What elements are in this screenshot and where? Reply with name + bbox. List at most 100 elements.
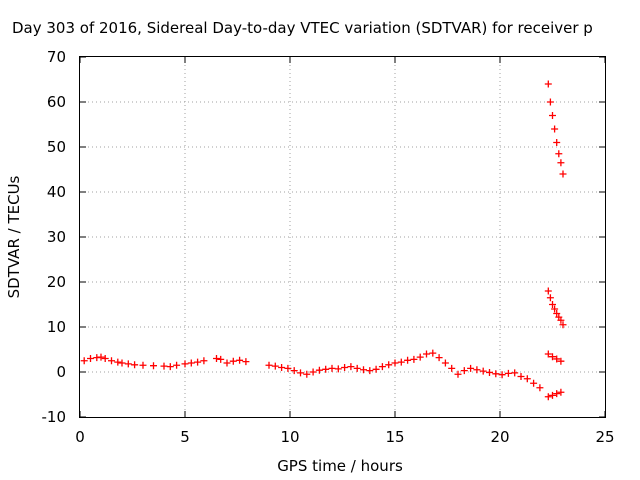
data-point (557, 357, 565, 365)
data-point (404, 356, 412, 364)
data-point (181, 360, 189, 368)
y-tick-label: 30 (47, 228, 66, 246)
data-points (80, 80, 567, 401)
data-point (544, 80, 552, 88)
data-point (290, 367, 298, 375)
data-point (341, 364, 349, 371)
data-point (546, 98, 554, 106)
y-tick-label: -10 (42, 408, 67, 426)
data-point (200, 357, 208, 365)
data-point (551, 125, 559, 133)
data-point (553, 310, 561, 317)
y-tick-label: 10 (47, 318, 66, 336)
data-point (454, 370, 462, 378)
data-point (150, 362, 157, 370)
y-tick-label: 0 (56, 363, 66, 381)
data-point (557, 316, 565, 324)
data-point (448, 364, 456, 372)
data-point (315, 366, 323, 374)
data-point (551, 305, 559, 313)
data-point (236, 356, 244, 364)
data-point (271, 362, 279, 370)
data-point (160, 362, 168, 370)
data-point (385, 361, 393, 369)
data-point (97, 353, 105, 361)
x-tick-label: 0 (75, 428, 85, 446)
data-point (416, 353, 424, 361)
y-tick-label: 50 (47, 138, 66, 156)
data-point (559, 170, 567, 178)
data-point (498, 371, 506, 379)
chart-title: Day 303 of 2016, Sidereal Day-to-day VTE… (12, 19, 593, 37)
grid (80, 57, 605, 417)
data-point (114, 358, 122, 366)
data-point (544, 287, 552, 295)
data-point (309, 368, 317, 376)
data-point (378, 363, 386, 371)
x-tick-label: 15 (385, 428, 404, 446)
data-point (530, 379, 538, 387)
data-point (118, 359, 126, 367)
data-point (511, 369, 519, 377)
data-point (166, 363, 174, 371)
data-point (517, 373, 525, 380)
data-point (303, 370, 311, 378)
data-point (557, 159, 565, 167)
data-point (397, 358, 405, 366)
data-point (492, 370, 500, 378)
data-point (504, 369, 512, 377)
data-point (557, 388, 565, 396)
data-point (544, 350, 552, 358)
x-tick-label: 25 (595, 428, 614, 446)
data-point (549, 353, 556, 361)
data-point (334, 365, 342, 373)
y-tick-label: 40 (47, 183, 66, 201)
data-point (523, 375, 531, 383)
data-point (372, 365, 380, 373)
data-point (229, 357, 237, 365)
data-point (360, 366, 367, 374)
data-point (549, 391, 556, 399)
data-point (322, 365, 330, 373)
data-point (366, 367, 374, 375)
y-tick-labels: -10 0 10 20 30 40 50 60 70 (42, 48, 67, 426)
data-point (441, 359, 449, 367)
data-point (536, 384, 544, 392)
data-point (297, 369, 304, 377)
x-tick-labels: 0 5 10 15 20 25 (75, 428, 614, 446)
y-axis-label: SDTVAR / TECUs (5, 175, 23, 298)
x-tick-label: 5 (180, 428, 190, 446)
data-point (80, 357, 88, 365)
data-point (139, 361, 147, 369)
data-point (544, 393, 552, 401)
data-point (553, 139, 561, 146)
data-point (217, 355, 225, 363)
data-point (265, 361, 273, 369)
data-point (559, 321, 567, 329)
data-point (242, 358, 250, 366)
data-point (347, 363, 355, 371)
data-point (553, 355, 561, 363)
data-point (467, 364, 475, 372)
data-point (423, 350, 430, 358)
data-point (284, 364, 292, 372)
data-point (101, 355, 109, 362)
data-point (486, 368, 493, 376)
data-point (435, 354, 443, 362)
data-point (473, 366, 481, 374)
data-point (479, 367, 487, 375)
data-point (549, 112, 556, 119)
data-point (278, 364, 286, 371)
data-point (460, 367, 468, 375)
data-point (223, 359, 231, 367)
data-point (353, 364, 361, 372)
data-point (429, 349, 437, 357)
data-point (555, 150, 563, 158)
data-point (187, 359, 195, 367)
data-point (173, 361, 181, 369)
x-tick-label: 10 (280, 428, 299, 446)
data-point (108, 357, 115, 365)
x-axis-label: GPS time / hours (277, 457, 403, 475)
data-point (87, 355, 94, 362)
